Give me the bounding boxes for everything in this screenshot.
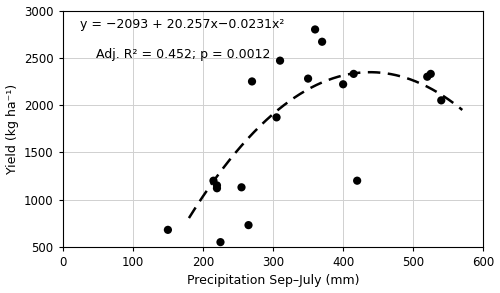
- Point: [210, 178, 218, 183]
- Point: [318, 39, 326, 44]
- Text: y = −2093 + 20.257x−0.0231x²: y = −2093 + 20.257x−0.0231x²: [80, 18, 284, 31]
- Point: [427, 71, 435, 76]
- Point: [438, 98, 446, 103]
- Point: [248, 79, 256, 84]
- Y-axis label: Yield (kg ha⁻¹): Yield (kg ha⁻¹): [6, 84, 18, 174]
- Point: [423, 74, 431, 79]
- Point: [311, 27, 319, 32]
- Point: [213, 186, 221, 191]
- Point: [213, 183, 221, 188]
- Point: [164, 227, 172, 232]
- Point: [216, 240, 224, 244]
- Point: [350, 71, 358, 76]
- X-axis label: Precipitation Sep–July (mm): Precipitation Sep–July (mm): [187, 275, 360, 287]
- Point: [276, 58, 284, 63]
- Text: Adj. R² = 0.452; p = 0.0012: Adj. R² = 0.452; p = 0.0012: [96, 48, 271, 61]
- Point: [353, 178, 361, 183]
- Point: [272, 115, 280, 120]
- Point: [304, 76, 312, 81]
- Point: [339, 82, 347, 87]
- Point: [238, 185, 246, 190]
- Point: [244, 223, 252, 227]
